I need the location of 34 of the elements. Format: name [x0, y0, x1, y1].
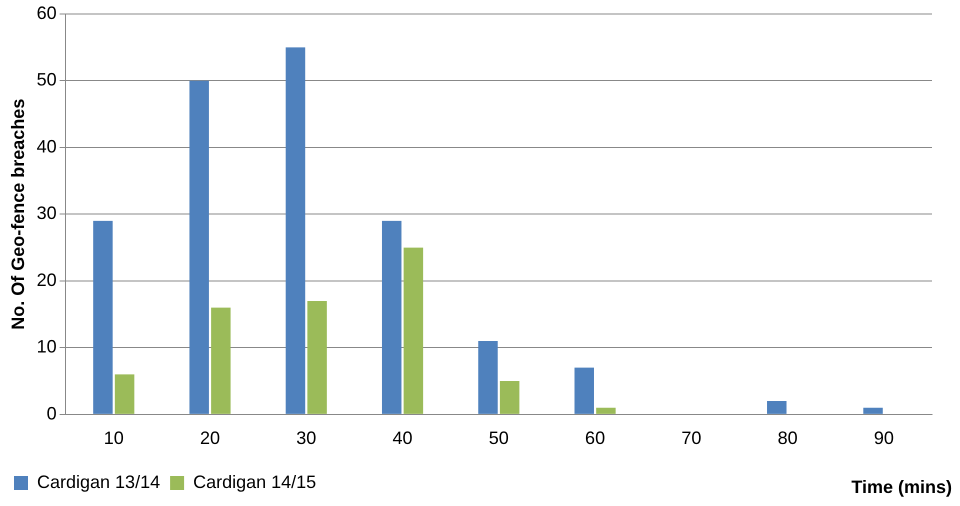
x-tick-label: 10	[104, 428, 124, 448]
x-tick-label: 30	[296, 428, 316, 448]
bar	[404, 248, 424, 414]
bar	[574, 368, 594, 414]
bar	[382, 220, 402, 414]
y-tick-label: 10	[36, 336, 57, 357]
bar	[596, 408, 616, 414]
x-axis-title: Time (mins)	[851, 477, 952, 498]
y-tick-label: 0	[46, 403, 57, 424]
y-tick-label: 40	[36, 136, 57, 156]
y-tick-label: 30	[36, 203, 57, 224]
bar	[307, 300, 327, 414]
bar	[211, 308, 231, 414]
x-tick-label: 70	[681, 428, 702, 448]
x-tick-label: 40	[392, 428, 413, 448]
bar	[500, 381, 520, 414]
bar	[286, 47, 306, 414]
x-tick-label: 80	[778, 428, 798, 448]
legend-label: Cardigan 14/15	[193, 472, 316, 492]
bar	[863, 408, 883, 414]
y-tick-label: 20	[36, 270, 57, 290]
legend-label: Cardigan 13/14	[37, 472, 160, 492]
bar	[767, 401, 787, 414]
y-tick-label: 50	[36, 70, 57, 90]
y-axis-title: No. Of Geo-fence breaches	[8, 98, 28, 330]
bar	[93, 220, 113, 414]
x-tick-label: 20	[200, 428, 220, 448]
bar	[478, 340, 498, 414]
bar	[189, 80, 209, 414]
x-tick-label: 50	[488, 428, 509, 448]
x-tick-label: 90	[874, 428, 894, 448]
y-tick-label: 60	[36, 2, 57, 23]
x-tick-label: 60	[585, 428, 606, 448]
bar	[114, 374, 134, 414]
